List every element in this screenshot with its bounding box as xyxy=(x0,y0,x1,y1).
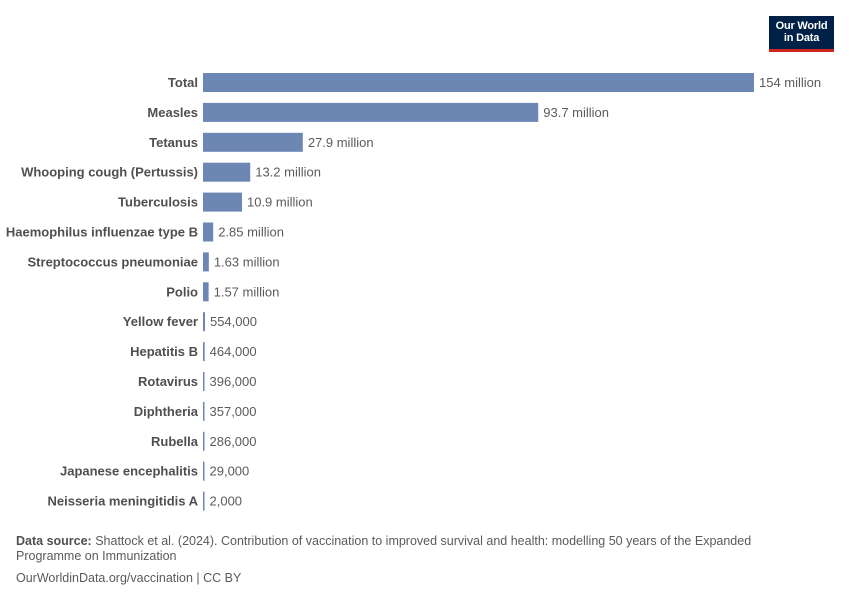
value-label-japanese-encephalitis: 29,000 xyxy=(210,464,250,479)
bar-yellow-fever[interactable] xyxy=(203,312,205,332)
data-source-prefix: Data source: xyxy=(16,534,92,548)
value-label-whooping-cough-pertussis: 13.2 million xyxy=(255,165,321,180)
category-label-japanese-encephalitis: Japanese encephalitis xyxy=(60,464,198,479)
value-label-polio: 1.57 million xyxy=(214,284,280,299)
value-label-haemophilus-influenzae-type-b: 2.85 million xyxy=(218,225,284,240)
category-label-tetanus: Tetanus xyxy=(149,135,198,150)
owid-logo[interactable]: Our World in Data xyxy=(769,16,834,52)
bar-tetanus[interactable] xyxy=(203,132,303,152)
bar-neisseria-meningitidis-a[interactable] xyxy=(203,491,205,511)
bar-whooping-cough-pertussis[interactable] xyxy=(203,162,251,182)
category-label-total: Total xyxy=(168,75,198,90)
bar-rotavirus[interactable] xyxy=(203,372,205,391)
category-label-whooping-cough-pertussis: Whooping cough (Pertussis) xyxy=(21,165,198,180)
value-label-neisseria-meningitidis-a: 2,000 xyxy=(210,494,243,509)
value-label-total: 154 million xyxy=(759,75,821,90)
category-label-polio: Polio xyxy=(166,284,198,299)
category-label-hepatitis-b: Hepatitis B xyxy=(130,344,198,359)
category-label-diphtheria: Diphtheria xyxy=(134,404,199,419)
bars-layer: Total 154 million Measles 93.7 million Tetan… xyxy=(6,73,821,511)
bar-diphtheria[interactable] xyxy=(203,401,205,421)
bar-streptococcus-pneumoniae[interactable] xyxy=(203,252,209,272)
value-label-streptococcus-pneumoniae: 1.63 million xyxy=(214,254,280,269)
logo-line-1: Our World xyxy=(775,20,828,32)
category-label-streptococcus-pneumoniae: Streptococcus pneumoniae xyxy=(28,254,198,269)
category-label-tuberculosis: Tuberculosis xyxy=(118,195,198,210)
value-label-measles: 93.7 million xyxy=(543,105,609,120)
category-label-yellow-fever: Yellow fever xyxy=(123,314,198,329)
category-label-rotavirus: Rotavirus xyxy=(138,374,198,389)
bar-haemophilus-influenzae-type-b[interactable] xyxy=(203,222,214,242)
bar-total[interactable] xyxy=(203,73,754,92)
category-label-measles: Measles xyxy=(147,105,198,120)
data-source-text: Shattock et al. (2024). Contribution of … xyxy=(16,534,752,563)
value-label-diphtheria: 357,000 xyxy=(210,404,257,419)
category-label-neisseria-meningitidis-a: Neisseria meningitidis A xyxy=(47,494,198,509)
bar-measles[interactable] xyxy=(203,102,539,122)
bar-chart: Total 154 million Measles 93.7 million Tetan… xyxy=(6,73,821,511)
bar-japanese-encephalitis[interactable] xyxy=(203,461,205,481)
bar-rubella[interactable] xyxy=(203,431,205,451)
value-label-tetanus: 27.9 million xyxy=(308,135,374,150)
license-line[interactable]: OurWorldinData.org/vaccination | CC BY xyxy=(16,571,242,585)
data-source: Data source: Shattock et al. (2024). Con… xyxy=(16,534,816,564)
category-label-haemophilus-influenzae-type-b: Haemophilus influenzae type B xyxy=(6,225,198,240)
value-label-hepatitis-b: 464,000 xyxy=(210,344,257,359)
value-label-rotavirus: 396,000 xyxy=(210,374,257,389)
bar-polio[interactable] xyxy=(203,282,209,302)
category-label-rubella: Rubella xyxy=(151,434,199,449)
value-label-tuberculosis: 10.9 million xyxy=(247,195,313,210)
logo-line-2: in Data xyxy=(783,32,820,44)
bar-tuberculosis[interactable] xyxy=(203,192,242,212)
value-label-rubella: 286,000 xyxy=(210,434,257,449)
bar-hepatitis-b[interactable] xyxy=(203,342,205,362)
value-label-yellow-fever: 554,000 xyxy=(210,314,257,329)
